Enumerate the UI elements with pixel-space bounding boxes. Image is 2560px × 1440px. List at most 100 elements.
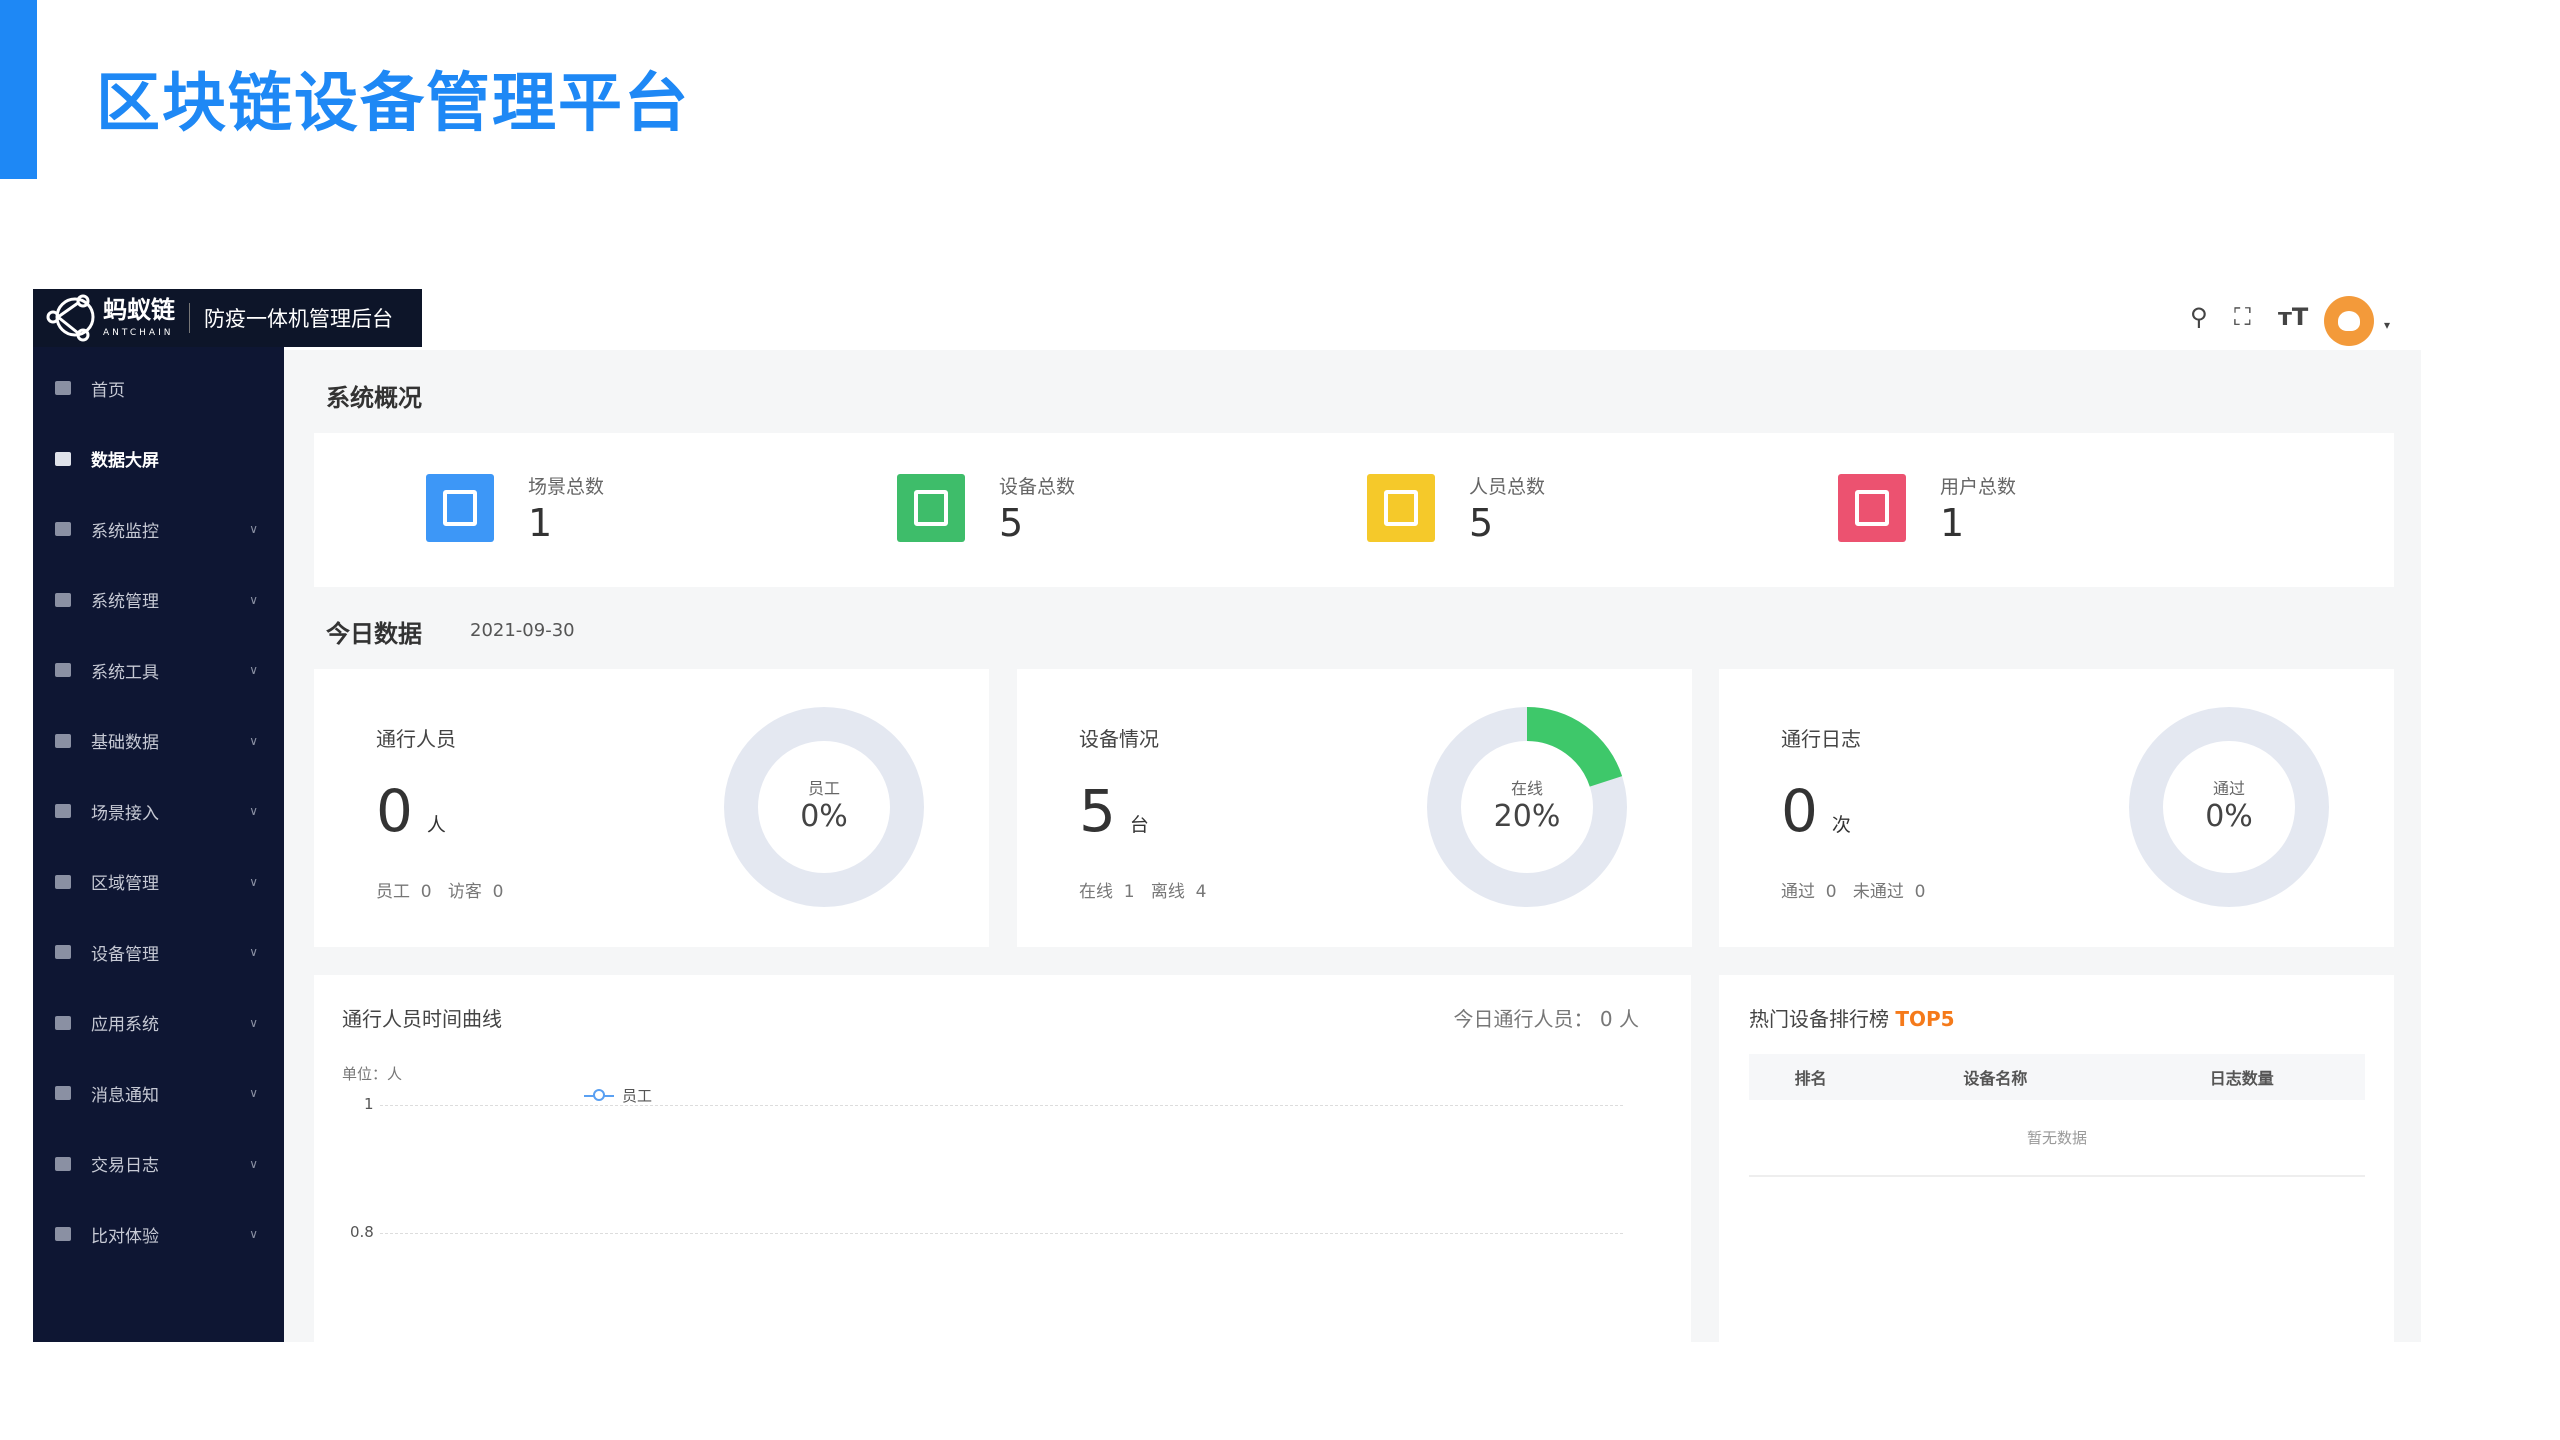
column-log-count[interactable]: 日志数量 [2118, 1054, 2365, 1100]
card-breakdown: 通过 0 未通过 0 [1781, 882, 1926, 902]
antchain-logo-icon [46, 294, 95, 342]
sidebar-item-label: 首页 [91, 380, 125, 401]
sidebar-item-label: 应用系统 [91, 1015, 159, 1035]
y-tick-label: 0.8 [350, 1223, 374, 1241]
font-size-icon[interactable]: ᴛT [2278, 303, 2309, 331]
dashboard-icon [55, 522, 71, 536]
table-header-row: 排名 设备名称 日志数量 [1749, 1054, 2365, 1100]
sidebar-item[interactable]: 基础数据 ∨ [33, 706, 284, 776]
contact-card-icon [1367, 474, 1435, 542]
gear-icon [55, 592, 71, 607]
tree-icon [55, 733, 71, 748]
gridline [380, 1233, 1623, 1234]
ranking-table: 排名 设备名称 日志数量 暂无数据 [1749, 1054, 2365, 1177]
avatar[interactable] [2324, 296, 2374, 346]
title-accent-bar [0, 0, 37, 179]
empty-row: 暂无数据 [1749, 1100, 2365, 1177]
chevron-down-icon: ∨ [249, 733, 258, 748]
chevron-down-icon: ∨ [249, 663, 258, 677]
sidebar-item-label: 数据大屏 [91, 451, 159, 471]
stat-value: 1 [528, 501, 553, 545]
legend-item[interactable]: 员工 [584, 1085, 652, 1106]
stat-item[interactable]: 场景总数 1 [426, 474, 604, 545]
top5-badge: TOP5 [1895, 1007, 1955, 1031]
card-title: 通行日志 [1781, 727, 1861, 751]
donut-track [724, 707, 924, 907]
stat-value: 1 [1940, 501, 1965, 545]
user-icon [55, 874, 71, 889]
ranking-title: 热门设备排行榜 TOP5 [1749, 1003, 1955, 1032]
app-subtitle: 防疫一体机管理后台 [204, 307, 393, 331]
card-value-number: 0 [1781, 777, 1818, 845]
sidebar-item[interactable]: 首页 [33, 353, 284, 423]
chevron-down-icon: ∨ [249, 1227, 258, 1241]
tool-icon [55, 663, 71, 677]
stat-item[interactable]: 设备总数 5 [897, 474, 1075, 545]
donut-value: 20% [1493, 799, 1561, 834]
sidebar-item[interactable]: 消息通知 ∨ [33, 1058, 284, 1128]
sidebar-item-label: 区域管理 [91, 874, 159, 894]
building-icon [426, 474, 494, 542]
chevron-down-icon: ∨ [249, 1086, 258, 1100]
brand-name: 蚂蚁链 [103, 296, 175, 324]
sidebar-item[interactable]: 设备管理 ∨ [33, 917, 284, 987]
sidebar-item[interactable]: 场景接入 ∨ [33, 776, 284, 846]
chevron-down-icon: ∨ [249, 522, 258, 536]
compare-icon [55, 1227, 71, 1241]
card-breakdown: 员工 0 访客 0 [376, 882, 504, 902]
stat-label: 场景总数 [528, 476, 605, 498]
search-icon[interactable]: ⚲ [2190, 303, 2208, 331]
fullscreen-icon[interactable]: ⛶ [2234, 303, 2251, 331]
sidebar-item[interactable]: 数据大屏 [33, 424, 284, 494]
chevron-down-icon: ∨ [249, 1156, 258, 1171]
today-pass-summary: 今日通行人员： 0 人 [1453, 1007, 1639, 1031]
sidebar-item[interactable]: 区域管理 ∨ [33, 847, 284, 917]
card-unit: 人 [426, 814, 446, 836]
chevron-down-icon: ∨ [249, 945, 258, 959]
empty-text: 暂无数据 [1749, 1100, 2365, 1177]
brand-en: ANTCHAIN [103, 328, 174, 338]
donut-chart [2129, 707, 2329, 907]
column-rank[interactable]: 排名 [1749, 1054, 1873, 1100]
cluster-icon [55, 804, 71, 818]
stat-item[interactable]: 人员总数 5 [1367, 474, 1545, 545]
stat-label: 设备总数 [999, 476, 1076, 498]
sidebar-item-label: 交易日志 [91, 1156, 159, 1176]
stat-item[interactable]: 用户总数 1 [1838, 474, 2016, 545]
sidebar-item[interactable]: 系统监控 ∨ [33, 494, 284, 564]
chevron-down-icon: ∨ [249, 592, 258, 607]
sidebar-item[interactable]: 比对体验 ∨ [33, 1199, 284, 1269]
sidebar-item-label: 系统管理 [91, 592, 159, 612]
today-title: 今日数据 [326, 620, 422, 648]
card-value-number: 5 [1079, 777, 1116, 845]
card-title: 设备情况 [1079, 727, 1159, 751]
stat-value: 5 [1469, 501, 1494, 545]
sidebar [33, 347, 284, 1342]
sidebar-item[interactable]: 系统工具 ∨ [33, 635, 284, 705]
donut-track [2129, 707, 2329, 907]
line-chart-title: 通行人员时间曲线 [342, 1007, 502, 1031]
sidebar-item-label: 消息通知 [91, 1085, 159, 1106]
user-face-icon [2338, 311, 2360, 331]
sidebar-item-label: 比对体验 [91, 1226, 159, 1247]
monitor-icon [55, 381, 71, 395]
apps-icon [55, 1015, 71, 1030]
chevron-down-icon: ∨ [249, 874, 258, 889]
logo-header[interactable]: 蚂蚁链 ANTCHAIN 防疫一体机管理后台 [33, 289, 422, 347]
caret-down-icon[interactable]: ▾ [2384, 318, 2391, 332]
donut-chart [724, 707, 924, 907]
legend-label: 员工 [622, 1087, 653, 1105]
page-title: 区块链设备管理平台 [96, 67, 690, 141]
sidebar-item[interactable]: 交易日志 ∨ [33, 1129, 284, 1199]
log-icon [55, 1156, 71, 1171]
sidebar-item[interactable]: 系统管理 ∨ [33, 565, 284, 635]
card-unit: 台 [1129, 814, 1149, 836]
sidebar-item[interactable]: 应用系统 ∨ [33, 988, 284, 1058]
server-icon [897, 474, 965, 542]
card-title: 通行人员 [376, 727, 456, 751]
column-device-name[interactable]: 设备名称 [1872, 1054, 2119, 1100]
today-date: 2021-09-30 [470, 620, 575, 641]
